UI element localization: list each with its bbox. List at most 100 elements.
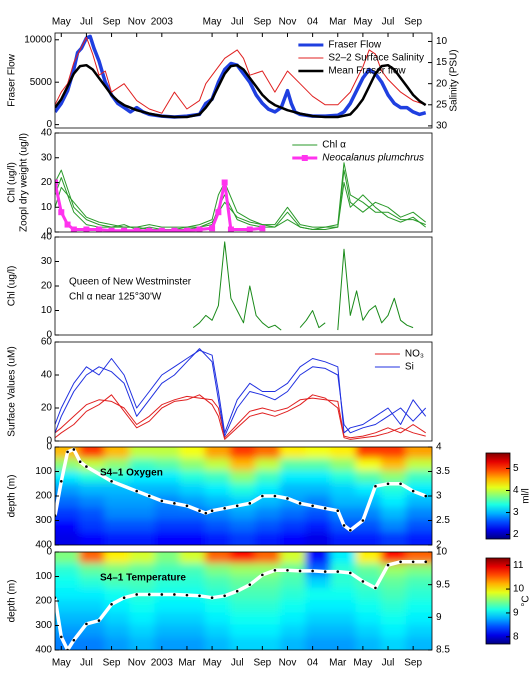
- heat-cell: [129, 507, 157, 522]
- heat-cell: [204, 447, 232, 461]
- colorbar-tick-label: 10: [513, 584, 525, 595]
- heat-cell: [204, 495, 232, 510]
- frame: [54, 341, 433, 442]
- series-line: [55, 162, 426, 228]
- heat-cell: [79, 531, 107, 545]
- marker: [146, 227, 153, 232]
- marker: [209, 225, 216, 232]
- heat-cell: [79, 563, 107, 578]
- marker: [235, 504, 239, 508]
- marker: [298, 502, 302, 505]
- heat-cell: [104, 624, 132, 639]
- heat-cell: [179, 612, 207, 627]
- marker: [59, 635, 63, 639]
- heat-cell: [330, 458, 358, 473]
- heat-cell: [305, 507, 333, 522]
- heat-cell: [330, 612, 358, 627]
- heat-cell: [129, 600, 157, 615]
- heat-cell: [380, 458, 408, 473]
- heat-cell: [55, 519, 82, 534]
- y2-tick-label: 9: [436, 612, 442, 623]
- heat-cell: [179, 531, 207, 545]
- heat-cell: [305, 447, 333, 461]
- heat-cell: [255, 507, 283, 522]
- y-tick-label: 0: [46, 330, 52, 341]
- x-tick-label: Nov: [128, 658, 146, 669]
- marker: [349, 529, 352, 532]
- heat-cell: [229, 447, 258, 461]
- marker: [135, 593, 138, 596]
- marker: [349, 571, 352, 575]
- y2-tick-label: 4: [436, 442, 442, 453]
- y-axis-label: Surface Values (uM): [7, 346, 18, 436]
- marker: [171, 227, 178, 232]
- heat-cell: [129, 519, 157, 534]
- heat-cell: [330, 624, 358, 639]
- heat-cell: [179, 447, 207, 461]
- x-tick-label: Mar: [329, 17, 347, 28]
- heat-cell: [179, 575, 207, 590]
- heat-cell: [305, 519, 333, 534]
- heat-cell: [355, 458, 383, 473]
- heat-cell: [380, 447, 408, 461]
- marker: [399, 482, 402, 486]
- legend-label: Mean Fraser flow: [328, 66, 406, 77]
- marker: [185, 504, 189, 508]
- series-line: [55, 348, 427, 437]
- heat-cell: [129, 624, 157, 639]
- x-tick-label: Jul: [382, 658, 395, 669]
- frame: [54, 132, 433, 233]
- series-line: [55, 169, 427, 230]
- heat-cell: [280, 519, 308, 534]
- heat-cell: [129, 531, 157, 545]
- heat-cell: [405, 507, 432, 522]
- marker: [223, 594, 226, 598]
- annotation: Queen of New Westminster: [69, 277, 192, 288]
- y-tick-label: 0: [46, 442, 52, 453]
- marker: [311, 569, 314, 573]
- heat-cell: [380, 624, 408, 639]
- heat-cell: [305, 587, 333, 602]
- marker: [85, 622, 88, 626]
- colorbar: [485, 557, 511, 645]
- y2-tick-label: 2: [436, 540, 442, 551]
- heat-cell: [255, 600, 283, 615]
- heat-cell: [255, 458, 283, 473]
- y-tick-label: 60: [41, 337, 53, 348]
- heat-cell: [129, 458, 157, 473]
- heat-cell: [330, 447, 358, 461]
- heat-cell: [55, 552, 82, 566]
- frame: [54, 32, 433, 129]
- heat-cell: [405, 458, 432, 473]
- heat-cell: [355, 470, 383, 485]
- marker: [108, 227, 115, 232]
- marker: [273, 568, 277, 572]
- marker: [342, 524, 346, 527]
- heat-cell: [154, 470, 182, 485]
- marker: [311, 504, 314, 508]
- colorbar: [485, 452, 511, 540]
- heat-cell: [154, 507, 182, 522]
- x-tick-label: 04: [307, 658, 319, 669]
- heat-cell: [229, 600, 258, 615]
- heat-cell: [380, 612, 408, 627]
- heat-cell: [104, 447, 132, 461]
- y-tick-label: 0: [46, 227, 52, 238]
- heat-cell: [55, 600, 82, 615]
- heat-cell: [55, 458, 82, 473]
- marker: [121, 227, 128, 232]
- marker: [361, 519, 365, 522]
- marker: [133, 227, 140, 232]
- heat-cell: [405, 600, 432, 615]
- legend-label: Chl α: [322, 140, 346, 151]
- x-tick-label: Jul: [231, 17, 244, 28]
- heat-cell: [380, 482, 408, 497]
- y-axis-label: Chl (ug/l): [7, 162, 18, 203]
- heat-cell: [280, 600, 308, 615]
- heat-cell: [104, 495, 132, 510]
- marker: [221, 179, 228, 186]
- x-tick-label: May: [203, 17, 222, 28]
- y2-tick-label: 9.5: [436, 579, 450, 590]
- heat-cell: [204, 458, 232, 473]
- colorbar-label: °C: [521, 595, 532, 606]
